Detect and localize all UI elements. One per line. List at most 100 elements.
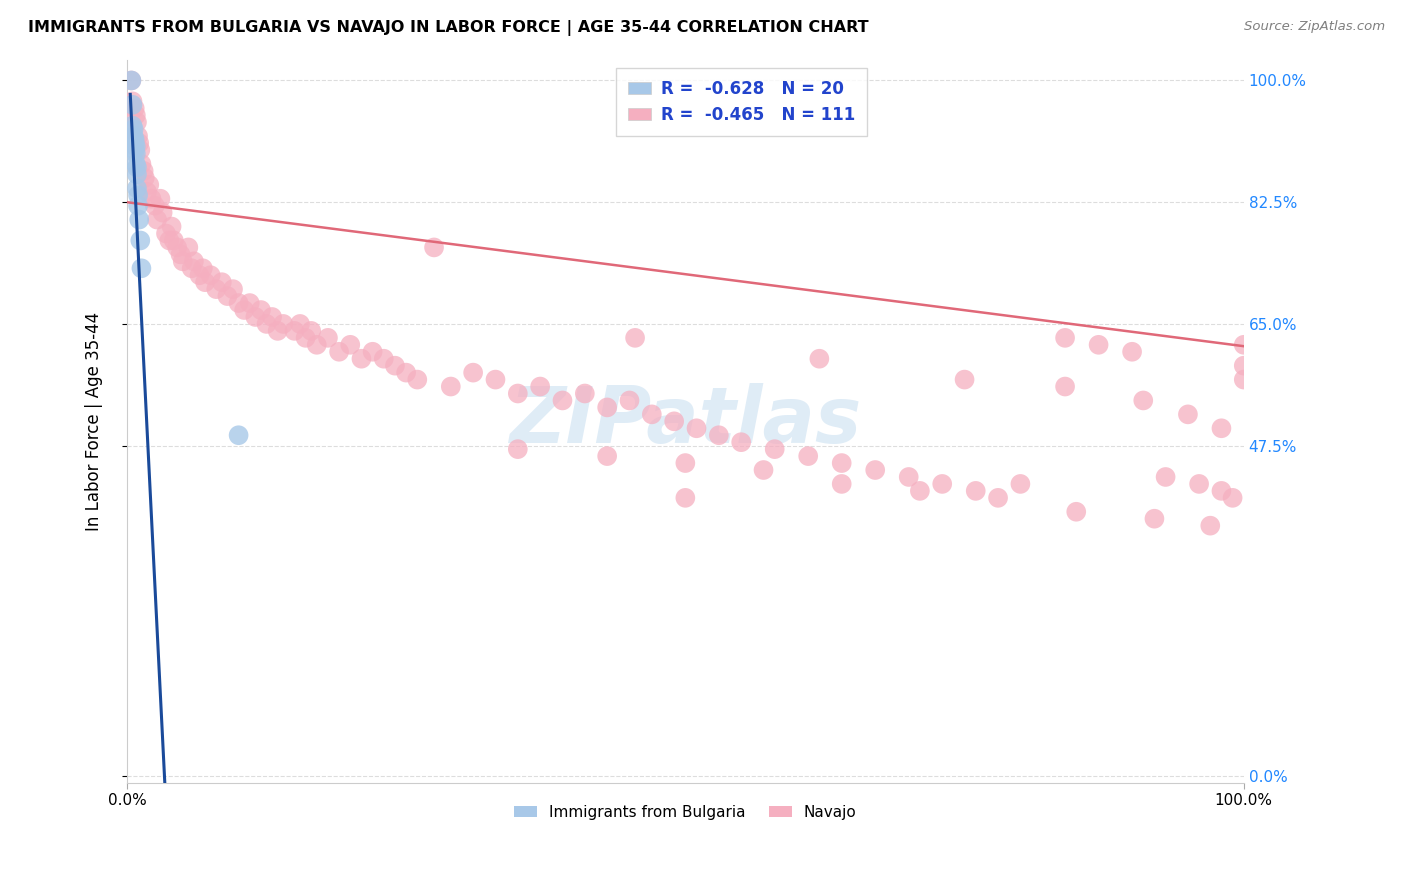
Point — [166, 240, 188, 254]
Point — [506, 386, 529, 401]
Point — [228, 428, 250, 442]
Point — [730, 435, 752, 450]
Point — [1154, 470, 1177, 484]
Point — [233, 303, 256, 318]
Point — [831, 477, 853, 491]
Point — [125, 167, 148, 181]
Point — [624, 331, 647, 345]
Point — [211, 275, 233, 289]
Point — [596, 401, 619, 415]
Legend: Immigrants from Bulgaria, Navajo: Immigrants from Bulgaria, Navajo — [508, 799, 863, 826]
Point — [619, 393, 641, 408]
Point — [160, 219, 183, 234]
Point — [931, 477, 953, 491]
Point — [124, 132, 146, 146]
Point — [120, 73, 142, 87]
Point — [1010, 477, 1032, 491]
Point — [484, 373, 506, 387]
Point — [125, 161, 148, 175]
Point — [1054, 379, 1077, 393]
Point — [1177, 408, 1199, 422]
Point — [120, 73, 142, 87]
Point — [673, 456, 696, 470]
Point — [965, 483, 987, 498]
Point — [897, 470, 920, 484]
Point — [384, 359, 406, 373]
Point — [1199, 518, 1222, 533]
Point — [361, 344, 384, 359]
Point — [183, 254, 205, 268]
Point — [121, 98, 143, 112]
Point — [808, 351, 831, 366]
Point — [222, 282, 245, 296]
Point — [121, 119, 143, 133]
Point — [122, 129, 145, 144]
Point — [239, 296, 262, 310]
Point — [831, 456, 853, 470]
Point — [1054, 331, 1077, 345]
Point — [129, 234, 152, 248]
Point — [191, 261, 214, 276]
Point — [1121, 344, 1143, 359]
Point — [169, 247, 191, 261]
Point — [128, 212, 150, 227]
Point — [316, 331, 339, 345]
Point — [127, 129, 149, 144]
Point — [551, 393, 574, 408]
Point — [305, 338, 328, 352]
Point — [1233, 359, 1256, 373]
Point — [1211, 483, 1233, 498]
Point — [122, 122, 145, 136]
Point — [262, 310, 284, 324]
Point — [1143, 512, 1166, 526]
Y-axis label: In Labor Force | Age 35-44: In Labor Force | Age 35-44 — [86, 312, 103, 531]
Point — [132, 164, 155, 178]
Point — [180, 261, 202, 276]
Point — [131, 157, 153, 171]
Point — [506, 442, 529, 457]
Point — [673, 491, 696, 505]
Point — [1064, 505, 1087, 519]
Point — [245, 310, 267, 324]
Point — [1132, 393, 1154, 408]
Point — [271, 317, 294, 331]
Point — [120, 122, 142, 136]
Point — [707, 428, 730, 442]
Point — [294, 331, 316, 345]
Point — [125, 181, 148, 195]
Point — [256, 317, 278, 331]
Point — [194, 275, 217, 289]
Point — [200, 268, 222, 283]
Point — [1233, 338, 1256, 352]
Point — [288, 317, 311, 331]
Point — [662, 414, 685, 428]
Point — [228, 296, 250, 310]
Point — [250, 303, 273, 318]
Point — [908, 483, 931, 498]
Text: ZIPatlas: ZIPatlas — [509, 384, 862, 459]
Point — [149, 192, 172, 206]
Point — [121, 95, 143, 109]
Point — [987, 491, 1010, 505]
Point — [406, 373, 429, 387]
Point — [1188, 477, 1211, 491]
Point — [131, 261, 153, 276]
Point — [440, 379, 463, 393]
Point — [283, 324, 305, 338]
Point — [641, 408, 664, 422]
Point — [423, 240, 446, 254]
Point — [163, 234, 186, 248]
Point — [143, 199, 166, 213]
Point — [328, 344, 350, 359]
Point — [172, 254, 194, 268]
Point — [157, 234, 180, 248]
Point — [574, 386, 596, 401]
Point — [529, 379, 551, 393]
Point — [797, 449, 820, 463]
Point — [395, 366, 418, 380]
Point — [125, 146, 148, 161]
Point — [863, 463, 886, 477]
Point — [188, 268, 211, 283]
Point — [134, 170, 156, 185]
Point — [136, 185, 159, 199]
